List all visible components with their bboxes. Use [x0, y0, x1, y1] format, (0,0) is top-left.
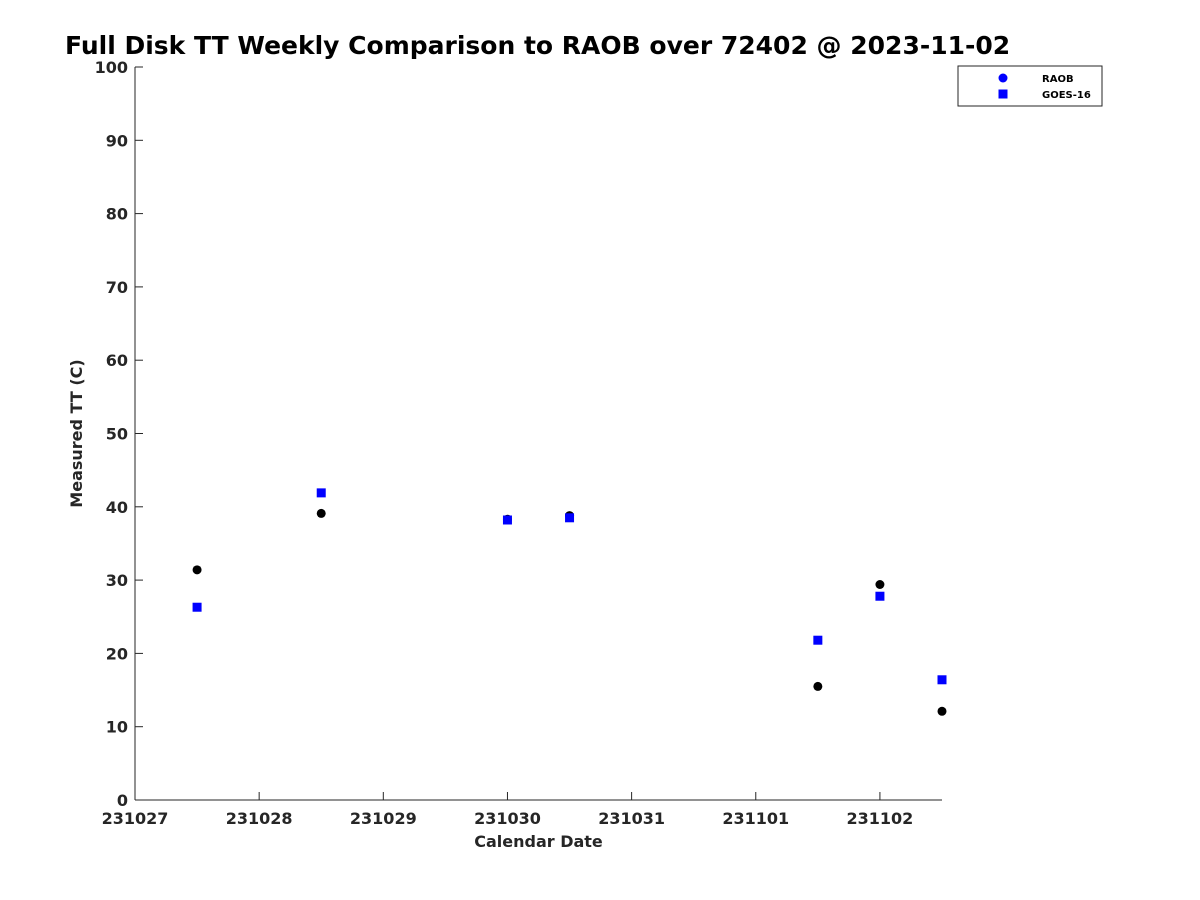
raob-point: [813, 681, 823, 691]
data-marks: [192, 488, 947, 716]
raob-point: [316, 508, 326, 518]
legend-box: [957, 65, 1103, 107]
goes16-point: [565, 513, 575, 523]
goes16-point: [937, 675, 947, 685]
y-tick-label: 60: [106, 351, 128, 370]
y-tick-label: 30: [106, 571, 128, 590]
legend-marker-goes16: [998, 89, 1008, 99]
legend-label: RAOB: [1042, 74, 1074, 85]
legend: RAOB GOES-16: [957, 65, 1103, 107]
raob-point: [192, 565, 202, 575]
y-tick-label: 10: [106, 718, 128, 737]
goes16-point: [316, 488, 326, 498]
x-tick-label: 231031: [598, 809, 665, 828]
goes16-point: [192, 602, 202, 612]
y-tick-label: 100: [95, 58, 128, 77]
x-tick-label: 231101: [722, 809, 789, 828]
x-tick-label: 231102: [847, 809, 914, 828]
plot-axes: 0 10 20 30 40 50 60 70 80 90 100 231027 231028 231029…: [95, 58, 942, 828]
y-tick-label: 80: [106, 205, 128, 224]
x-tick-label: 231027: [102, 809, 169, 828]
x-tick-label: 231030: [474, 809, 541, 828]
legend-label: GOES-16: [1042, 90, 1091, 101]
y-tick-label: 20: [106, 644, 128, 663]
legend-marker-raob: [998, 73, 1008, 83]
y-tick-label: 50: [106, 425, 128, 444]
y-tick-label: 0: [117, 791, 128, 810]
x-axis-label: Calendar Date: [474, 832, 603, 851]
goes16-point: [502, 515, 512, 525]
x-tick-label: 231029: [350, 809, 417, 828]
x-tick-label: 231028: [226, 809, 293, 828]
y-tick-label: 90: [106, 131, 128, 150]
y-axis-label: Measured TT (C): [67, 359, 86, 507]
chart-title: Full Disk TT Weekly Comparison to RAOB o…: [65, 31, 1010, 60]
y-tick-label: 40: [106, 498, 128, 517]
goes16-point: [813, 635, 823, 645]
goes16-point: [875, 591, 885, 601]
raob-point: [937, 706, 947, 716]
y-tick-label: 70: [106, 278, 128, 297]
raob-point: [875, 579, 885, 589]
